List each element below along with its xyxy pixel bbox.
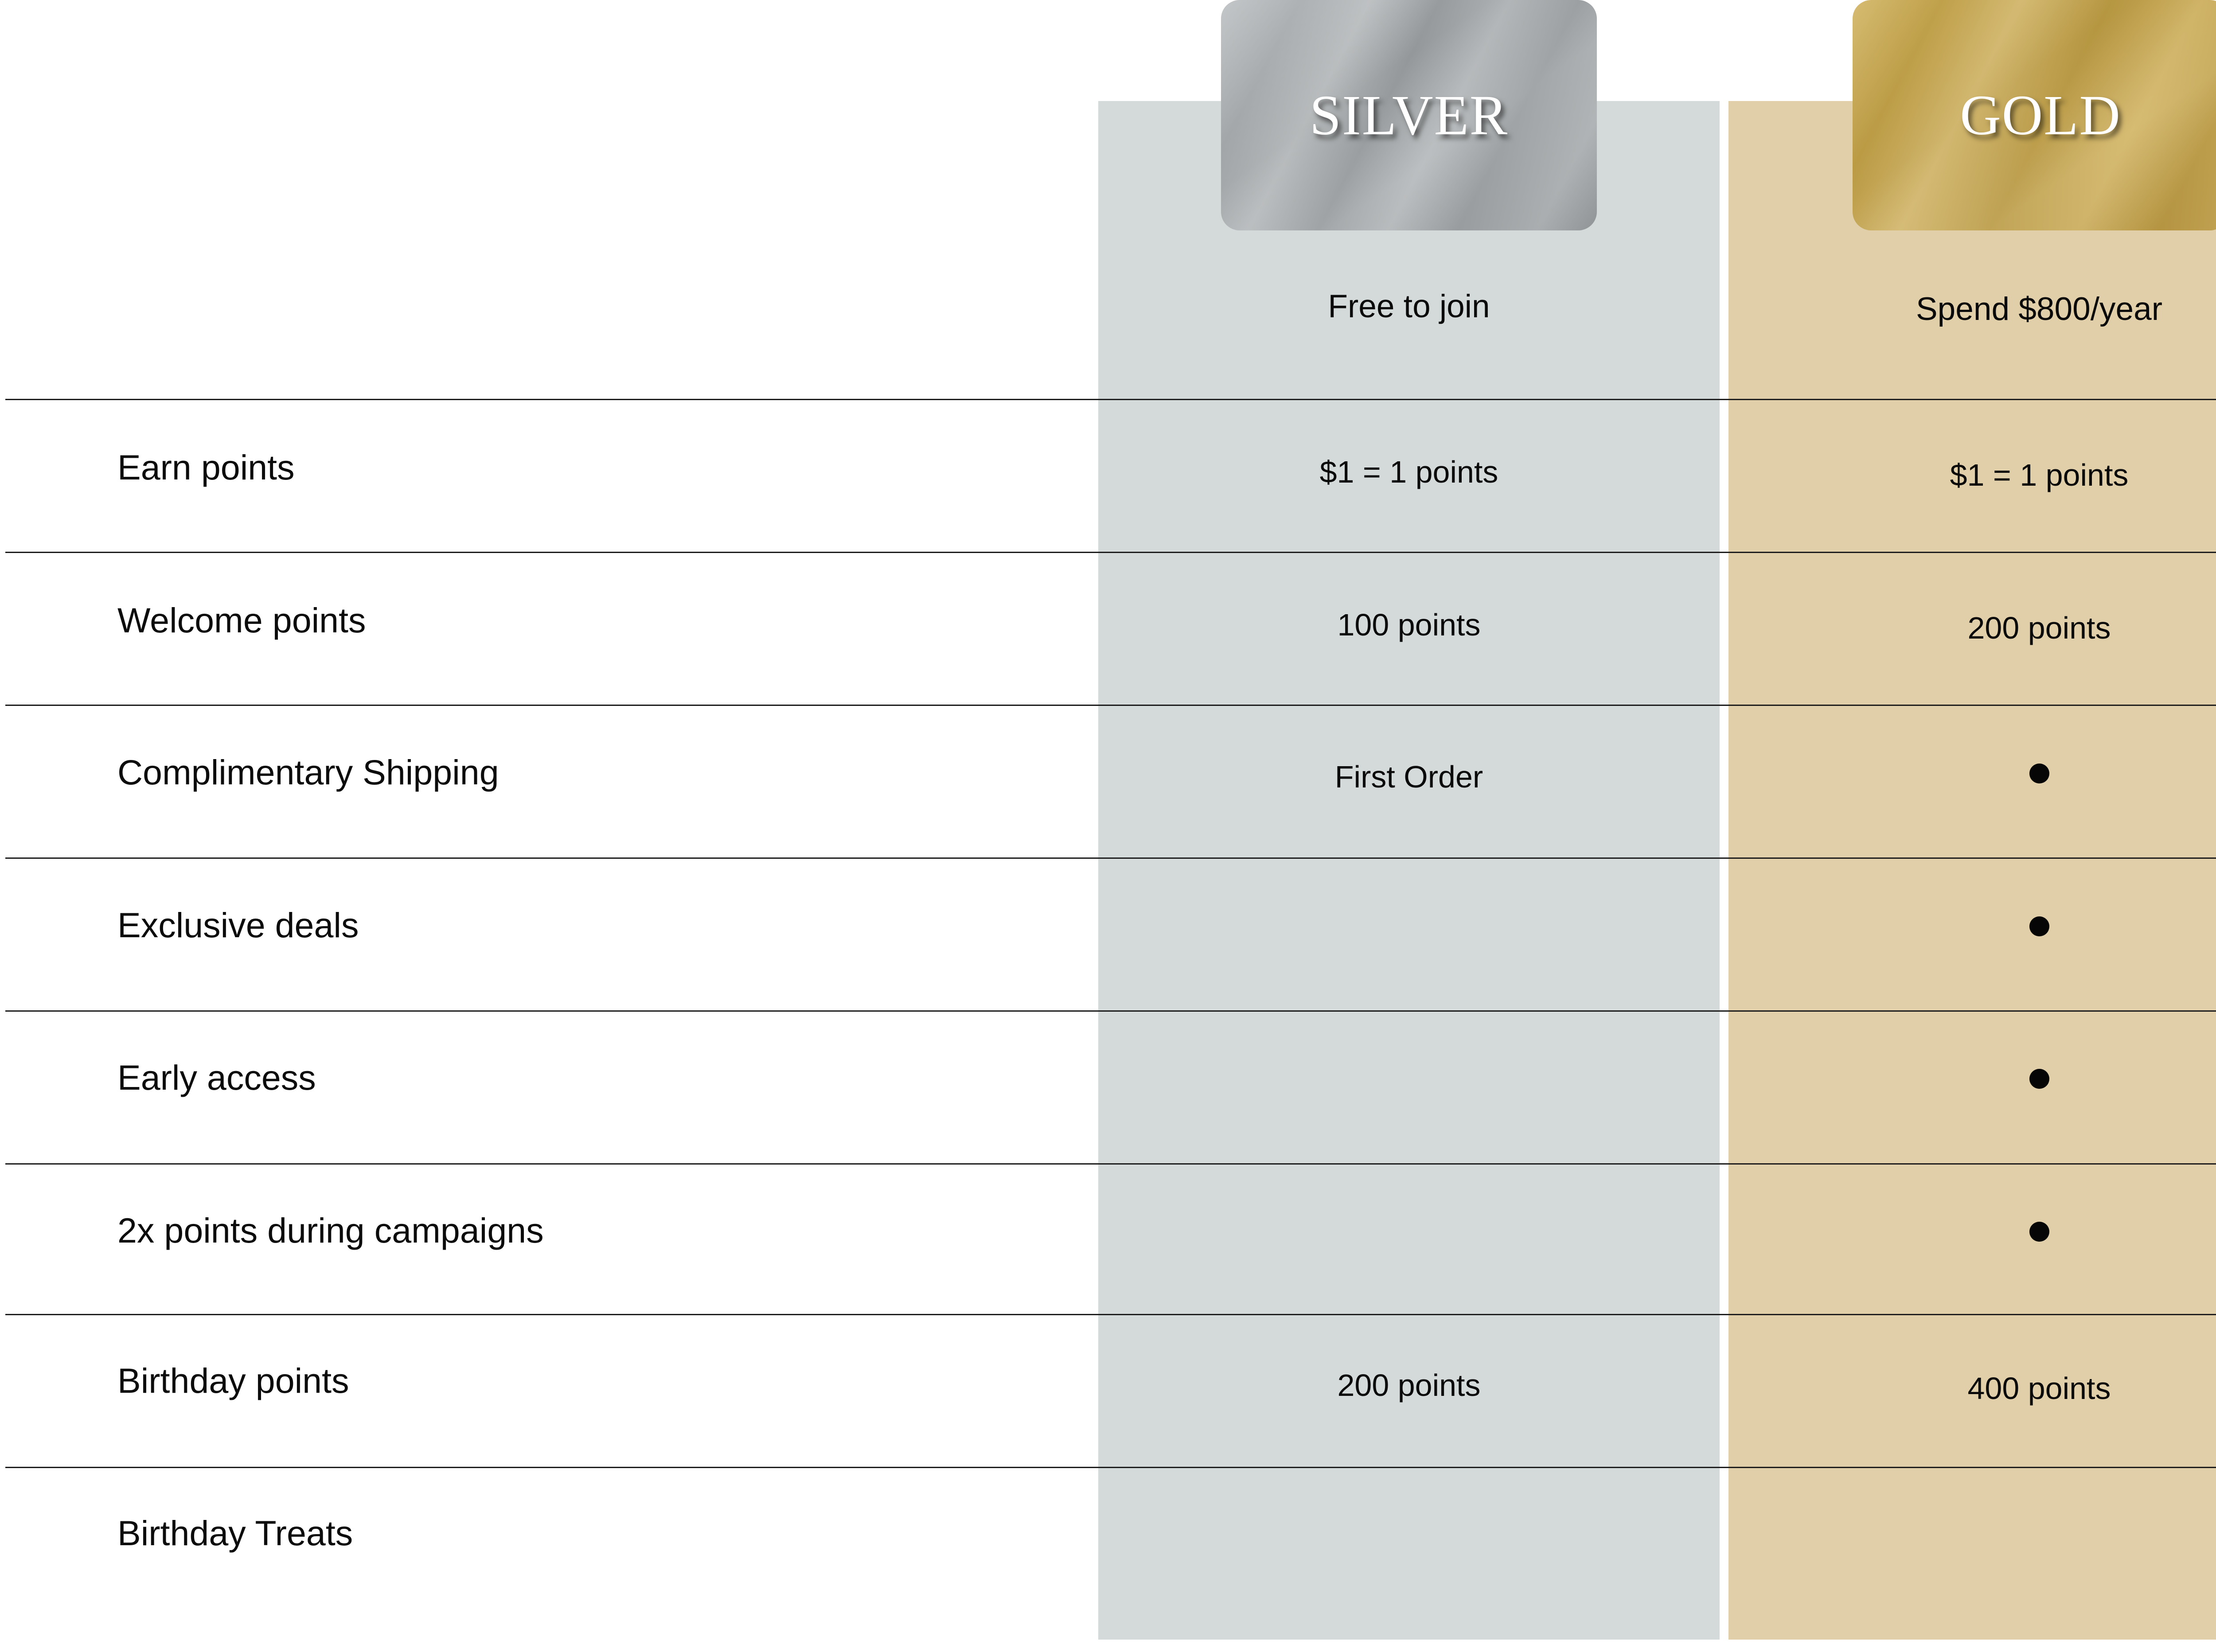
row-divider	[5, 857, 2216, 859]
tier-badge-label-gold: GOLD	[1960, 84, 2121, 147]
feature-value-silver: 200 points	[1337, 1368, 1481, 1403]
row-divider	[5, 1314, 2216, 1315]
tier-badge-silver[interactable]: SILVER	[1221, 0, 1597, 230]
feature-label: Earn points	[117, 448, 295, 487]
feature-label: 2x points during campaigns	[117, 1211, 544, 1250]
bullet-icon	[2029, 1069, 2049, 1089]
feature-value-silver: First Order	[1334, 760, 1483, 794]
feature-value-silver: $1 = 1 points	[1319, 455, 1498, 489]
tier-column-band-gold	[1728, 101, 2216, 1640]
bullet-icon	[2029, 916, 2049, 936]
row-divider	[5, 552, 2216, 553]
feature-value-gold: $1 = 1 points	[1950, 458, 2129, 492]
tier-requirement-gold: Spend $800/year	[1916, 291, 2163, 327]
feature-value-silver: 100 points	[1337, 608, 1481, 642]
tier-badge-label-silver: SILVER	[1309, 84, 1509, 147]
bullet-icon	[2029, 764, 2049, 783]
row-divider	[5, 1010, 2216, 1012]
row-divider	[5, 705, 2216, 706]
feature-label: Exclusive deals	[117, 905, 359, 945]
tier-badge-gold[interactable]: GOLD	[1853, 0, 2216, 230]
feature-included-bullet-gold	[1728, 916, 2216, 936]
feature-included-bullet-gold	[1728, 764, 2216, 783]
feature-value-gold: 200 points	[1967, 611, 2111, 645]
feature-included-bullet-gold	[1728, 1069, 2216, 1089]
feature-label: Complimentary Shipping	[117, 752, 499, 792]
row-divider	[5, 1163, 2216, 1165]
tier-column-band-silver	[1098, 101, 1720, 1640]
feature-label: Welcome points	[117, 600, 366, 640]
feature-included-bullet-gold	[1728, 1222, 2216, 1242]
row-divider	[5, 399, 2216, 400]
feature-label: Birthday Treats	[117, 1513, 353, 1553]
feature-label: Birthday points	[117, 1361, 349, 1400]
bullet-icon	[2029, 1222, 2049, 1242]
tier-requirement-silver: Free to join	[1328, 288, 1490, 324]
feature-label: Early access	[117, 1058, 316, 1097]
feature-value-gold: 400 points	[1967, 1371, 2111, 1406]
row-divider	[5, 1467, 2216, 1468]
